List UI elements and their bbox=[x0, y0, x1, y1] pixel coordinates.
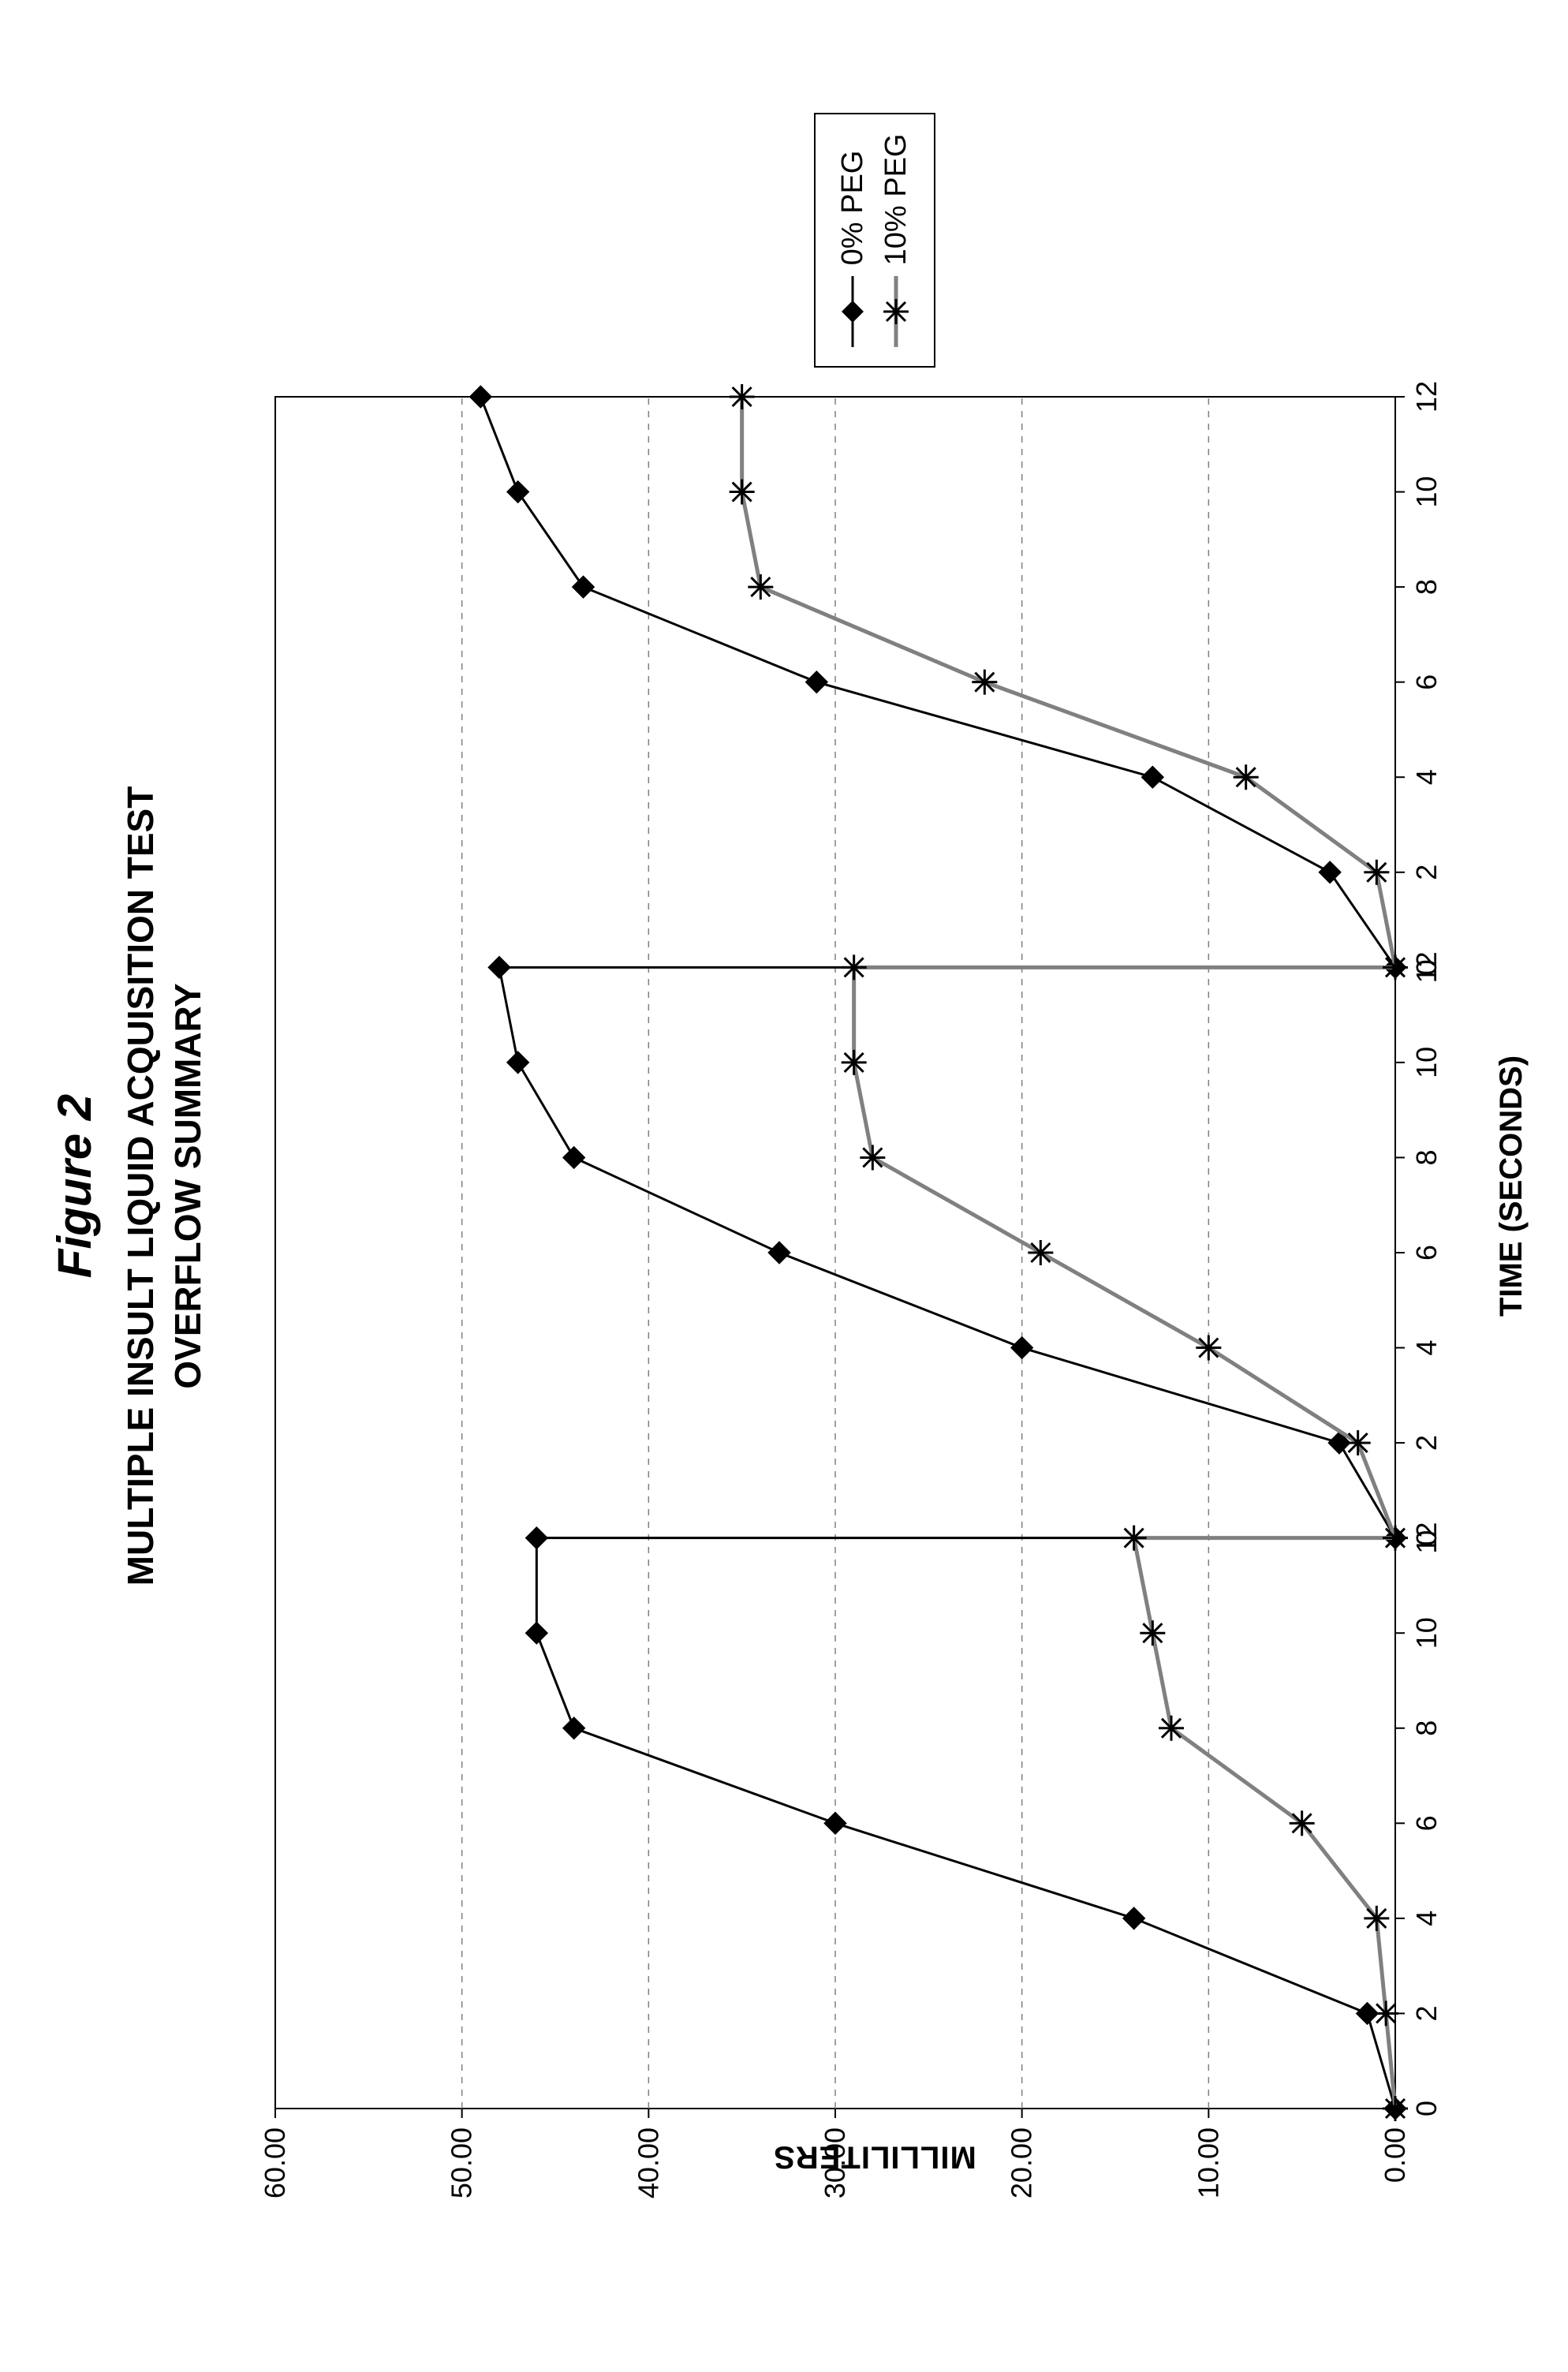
legend: 0% PEG 10% PEG bbox=[814, 114, 935, 368]
svg-text:10: 10 bbox=[1410, 1618, 1443, 1649]
svg-text:0: 0 bbox=[1410, 2101, 1443, 2116]
svg-text:4: 4 bbox=[1410, 1911, 1443, 1926]
title-line-2: OVERFLOW SUMMARY bbox=[167, 983, 208, 1389]
svg-text:2: 2 bbox=[1410, 1436, 1443, 1451]
svg-text:8: 8 bbox=[1410, 1720, 1443, 1736]
legend-row: 0% PEG bbox=[831, 134, 875, 348]
svg-text:60.00: 60.00 bbox=[259, 2128, 291, 2199]
svg-text:10: 10 bbox=[1410, 476, 1443, 508]
legend-swatch bbox=[837, 276, 868, 347]
svg-text:6: 6 bbox=[1410, 1245, 1443, 1261]
chart-container: MILLILITERS 0.0010.0020.0030.0040.0050.0… bbox=[244, 121, 1506, 2251]
legend-row: 10% PEG bbox=[875, 134, 918, 348]
svg-text:6: 6 bbox=[1410, 1816, 1443, 1832]
title-line-1: MULTIPLE INSULT LIQUID ACQUISITION TEST bbox=[120, 786, 161, 1586]
x-axis-label: TIME (SECONDS) bbox=[1494, 1055, 1529, 1317]
legend-swatch bbox=[880, 276, 912, 347]
chart-title: MULTIPLE INSULT LIQUID ACQUISITION TEST … bbox=[118, 0, 212, 2372]
svg-text:0: 0 bbox=[1410, 960, 1443, 976]
svg-text:4: 4 bbox=[1410, 770, 1443, 786]
y-axis-label: MILLILITERS bbox=[773, 2139, 976, 2175]
svg-text:10: 10 bbox=[1410, 1047, 1443, 1078]
svg-text:40.00: 40.00 bbox=[632, 2128, 664, 2199]
svg-text:0.00: 0.00 bbox=[1379, 2128, 1411, 2183]
svg-text:20.00: 20.00 bbox=[1005, 2128, 1037, 2199]
page: Figure 2 MULTIPLE INSULT LIQUID ACQUISIT… bbox=[0, 0, 1568, 2372]
svg-text:8: 8 bbox=[1410, 580, 1443, 596]
svg-text:4: 4 bbox=[1410, 1340, 1443, 1356]
svg-text:6: 6 bbox=[1410, 674, 1443, 690]
svg-text:50.00: 50.00 bbox=[445, 2128, 477, 2199]
svg-text:0: 0 bbox=[1410, 1530, 1443, 1546]
legend-label: 0% PEG bbox=[836, 151, 870, 266]
svg-text:2: 2 bbox=[1410, 2006, 1443, 2022]
svg-text:12: 12 bbox=[1410, 381, 1443, 413]
line-chart: 0.0010.0020.0030.0040.0050.0060.00024681… bbox=[244, 121, 1506, 2251]
rotated-canvas: Figure 2 MULTIPLE INSULT LIQUID ACQUISIT… bbox=[0, 0, 1568, 2372]
svg-text:10.00: 10.00 bbox=[1192, 2128, 1224, 2199]
svg-text:8: 8 bbox=[1410, 1150, 1443, 1166]
svg-text:2: 2 bbox=[1410, 865, 1443, 880]
figure-label: Figure 2 bbox=[47, 0, 102, 2372]
legend-label: 10% PEG bbox=[879, 134, 913, 266]
